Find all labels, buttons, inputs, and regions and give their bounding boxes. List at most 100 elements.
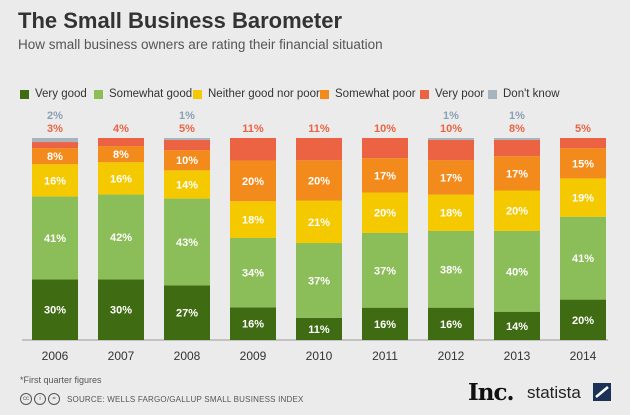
x-tick-label-2010: 2010 — [306, 349, 333, 363]
data-label-very-good-2010: 11% — [308, 324, 330, 336]
legend-item-somewhat-good: Somewhat good — [94, 88, 192, 100]
creative-commons-icon[interactable]: cc — [20, 393, 32, 405]
data-label-neither-good-nor-poor-2006: 16% — [44, 175, 66, 187]
bar-segment-somewhat-poor-2012 — [428, 160, 474, 195]
data-label-very-poor-2012: 10% — [440, 123, 462, 135]
bar-segment-somewhat-good-2012 — [428, 230, 474, 308]
data-label-very-good-2014: 20% — [572, 315, 594, 327]
data-label-very-good-2008: 27% — [176, 308, 198, 320]
legend-swatch-neither — [193, 89, 202, 99]
legend-item-dont-know: Don't know — [488, 88, 560, 100]
bar-segment-somewhat-poor-2010 — [296, 160, 342, 201]
bar-segment-neither-good-nor-poor-2011 — [362, 192, 408, 233]
bar-segment-don-t-know-2006 — [32, 138, 78, 143]
x-tick-label-2009: 2009 — [240, 349, 267, 363]
bar-segment-somewhat-poor-2009 — [230, 160, 276, 202]
legend-label-neither: Neither good nor poor — [208, 88, 320, 100]
bar-segment-don-t-know-2008 — [164, 138, 210, 141]
bar-segment-very-good-2008 — [164, 285, 210, 340]
data-label-somewhat-good-2013: 40% — [506, 266, 528, 278]
data-label-very-good-2012: 16% — [440, 319, 462, 331]
data-label-somewhat-good-2010: 37% — [308, 275, 330, 287]
inc-logo[interactable]: Inc. — [468, 379, 514, 406]
bar-segment-very-poor-2006 — [32, 142, 78, 149]
footnote: *First quarter figures — [20, 375, 102, 385]
data-label-somewhat-good-2006: 41% — [44, 233, 66, 245]
legend-label-very-poor: Very poor — [435, 88, 485, 100]
bar-segment-somewhat-poor-2007 — [98, 146, 144, 163]
statista-logo[interactable]: statista — [527, 383, 581, 402]
data-label-somewhat-good-2007: 42% — [110, 232, 132, 244]
legend-item-neither: Neither good nor poor — [193, 88, 320, 100]
data-label-somewhat-poor-2009: 20% — [242, 176, 264, 188]
data-label-very-good-2013: 14% — [506, 321, 528, 333]
data-label-somewhat-poor-2012: 17% — [440, 172, 462, 184]
source-row: cc i = SOURCE: WELLS FARGO/GALLUP SMALL … — [20, 393, 304, 405]
legend-swatch-dont-know — [488, 89, 497, 99]
bar-segment-very-good-2009 — [230, 307, 276, 340]
bar-segment-neither-good-nor-poor-2013 — [494, 190, 540, 231]
bar-segment-very-poor-2012 — [428, 140, 474, 161]
bar-segment-somewhat-good-2010 — [296, 243, 342, 318]
legend-swatch-somewhat-poor — [320, 89, 329, 99]
data-label-somewhat-poor-2008: 10% — [176, 155, 198, 167]
bar-segment-somewhat-poor-2014 — [560, 148, 606, 179]
bar-segment-somewhat-good-2013 — [494, 230, 540, 312]
stacked-bar-chart: 30% 41% 16% 8% 3%2% 2006 30% 42% 16% 8% 4% 2007 27% 4… — [22, 110, 608, 363]
legend-swatch-somewhat-good — [94, 89, 103, 99]
x-tick-label-2014: 2014 — [570, 349, 597, 363]
bar-segment-very-good-2011 — [362, 307, 408, 340]
data-label-somewhat-good-2014: 41% — [572, 253, 594, 265]
data-label-very-good-2007: 30% — [110, 305, 132, 317]
legend-item-very-good: Very good — [20, 88, 87, 100]
bar-segment-neither-good-nor-poor-2014 — [560, 178, 606, 217]
data-label-very-poor-2011: 10% — [374, 123, 396, 135]
legend-label-dont-know: Don't know — [503, 88, 560, 100]
legend-swatch-very-poor — [420, 89, 429, 99]
data-label-somewhat-good-2012: 38% — [440, 264, 462, 276]
data-label-very-poor-2007: 4% — [113, 123, 129, 135]
chart-title: The Small Business Barometer — [18, 8, 343, 33]
data-label-somewhat-good-2009: 34% — [242, 268, 264, 280]
bar-segment-very-poor-2009 — [230, 138, 276, 161]
legend-label-somewhat-poor: Somewhat poor — [335, 88, 416, 100]
bar-segment-neither-good-nor-poor-2010 — [296, 200, 342, 244]
bar-segment-don-t-know-2012 — [428, 138, 474, 141]
source-text: SOURCE: WELLS FARGO/GALLUP SMALL BUSINES… — [67, 394, 304, 404]
bar-segment-somewhat-good-2008 — [164, 198, 210, 286]
data-label-very-good-2009: 16% — [242, 319, 264, 331]
x-tick-label-2011: 2011 — [372, 349, 398, 363]
data-label-somewhat-poor-2007: 8% — [113, 149, 129, 161]
data-label-somewhat-poor-2010: 20% — [308, 175, 330, 187]
data-label-don-t-know-2013: 1% — [509, 110, 525, 122]
data-label-don-t-know-2006: 2% — [47, 110, 63, 122]
bar-segment-somewhat-good-2009 — [230, 237, 276, 308]
data-label-neither-good-nor-poor-2011: 20% — [374, 208, 396, 220]
bar-segment-neither-good-nor-poor-2007 — [98, 162, 144, 195]
bar-segment-very-poor-2008 — [164, 140, 210, 151]
data-label-neither-good-nor-poor-2007: 16% — [110, 173, 132, 185]
bar-segment-neither-good-nor-poor-2012 — [428, 194, 474, 231]
bar-segment-neither-good-nor-poor-2008 — [164, 170, 210, 199]
data-label-somewhat-poor-2006: 8% — [47, 151, 63, 163]
bar-segment-somewhat-good-2006 — [32, 196, 78, 280]
data-label-neither-good-nor-poor-2013: 20% — [506, 206, 528, 218]
bar-segment-neither-good-nor-poor-2009 — [230, 201, 276, 238]
x-tick-label-2007: 2007 — [108, 349, 135, 363]
data-label-somewhat-poor-2011: 17% — [374, 170, 396, 182]
bar-segment-somewhat-poor-2006 — [32, 148, 78, 165]
data-label-very-poor-2010: 11% — [308, 123, 330, 135]
bar-segment-very-poor-2011 — [362, 138, 408, 159]
data-label-very-poor-2008: 5% — [179, 123, 195, 135]
bar-segment-somewhat-good-2014 — [560, 216, 606, 300]
bar-segment-somewhat-poor-2008 — [164, 150, 210, 171]
attribution-icon[interactable]: i — [34, 393, 46, 405]
bar-segment-very-good-2014 — [560, 299, 606, 340]
no-derivatives-icon[interactable]: = — [48, 393, 60, 405]
data-label-very-poor-2009: 11% — [242, 123, 264, 135]
legend-item-very-poor: Very poor — [420, 88, 484, 100]
bar-segment-very-poor-2013 — [494, 140, 540, 157]
x-tick-label-2008: 2008 — [174, 349, 201, 363]
data-label-somewhat-poor-2013: 17% — [506, 168, 528, 180]
chart-subtitle: How small business owners are rating the… — [18, 37, 383, 52]
